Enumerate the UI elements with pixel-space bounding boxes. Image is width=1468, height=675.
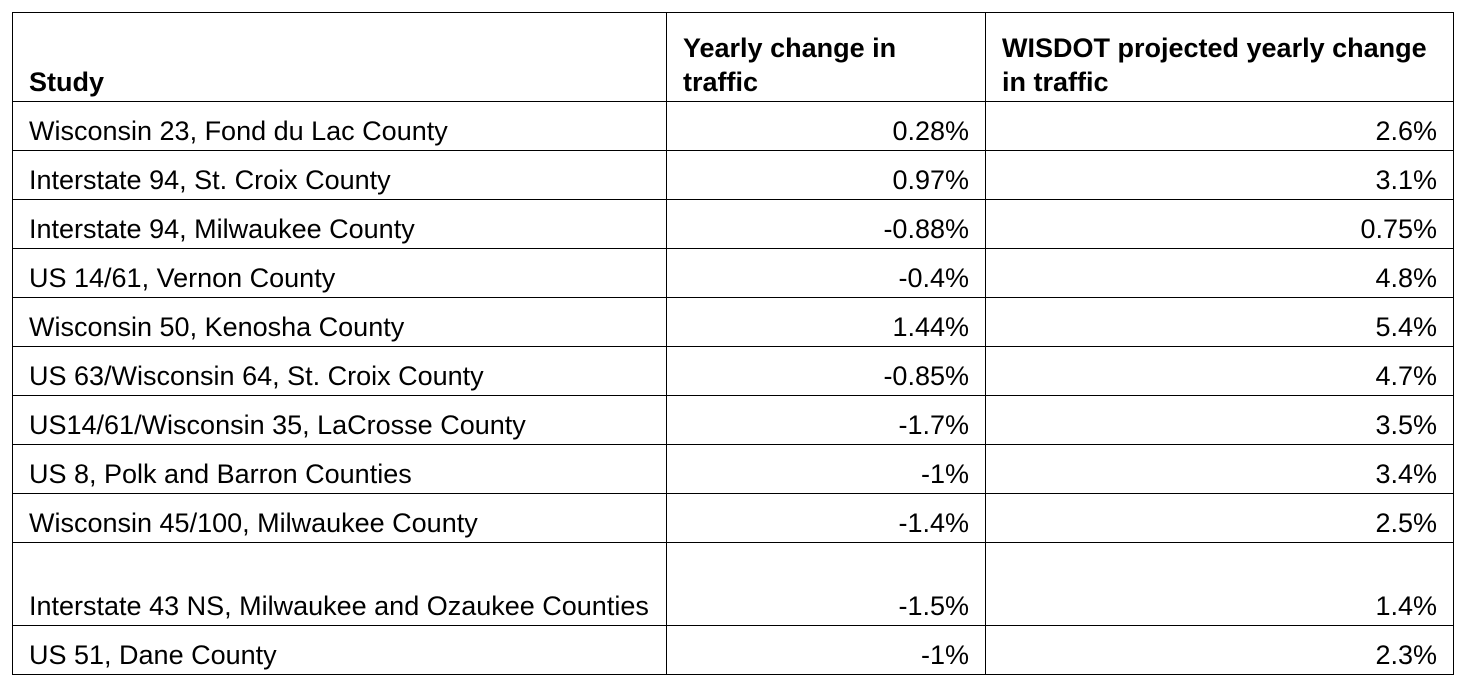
yearly-change-cell: -0.88%	[666, 199, 986, 249]
table-row: US 51, Dane County -1% 2.3%	[12, 625, 1454, 675]
projected-change-cell: 0.75%	[985, 199, 1454, 249]
projected-change-cell: 3.5%	[985, 395, 1454, 445]
study-cell: Wisconsin 45/100, Milwaukee County	[12, 493, 667, 543]
projected-change-cell: 2.5%	[985, 493, 1454, 543]
study-cell: Interstate 94, St. Croix County	[12, 150, 667, 200]
yearly-change-cell: 0.28%	[666, 101, 986, 151]
traffic-study-table: Study Yearly change in traffic WISDOT pr…	[12, 12, 1454, 675]
yearly-change-cell: -0.85%	[666, 346, 986, 396]
yearly-change-cell: -1.7%	[666, 395, 986, 445]
table-row: Wisconsin 45/100, Milwaukee County -1.4%…	[12, 493, 1454, 543]
header-row: Study Yearly change in traffic WISDOT pr…	[12, 12, 1454, 102]
study-cell: Wisconsin 50, Kenosha County	[12, 297, 667, 347]
table-row: US 63/Wisconsin 64, St. Croix County -0.…	[12, 346, 1454, 396]
yearly-change-cell: -1%	[666, 444, 986, 494]
table-header: Study Yearly change in traffic WISDOT pr…	[12, 12, 1454, 102]
yearly-change-cell: -0.4%	[666, 248, 986, 298]
study-cell: US 14/61, Vernon County	[12, 248, 667, 298]
table-row: Wisconsin 23, Fond du Lac County 0.28% 2…	[12, 101, 1454, 151]
table-row: US14/61/Wisconsin 35, LaCrosse County -1…	[12, 395, 1454, 445]
yearly-change-cell: -1.5%	[666, 542, 986, 626]
table-row: Interstate 94, St. Croix County 0.97% 3.…	[12, 150, 1454, 200]
table-row: Interstate 94, Milwaukee County -0.88% 0…	[12, 199, 1454, 249]
yearly-change-cell: -1.4%	[666, 493, 986, 543]
study-cell: US 8, Polk and Barron Counties	[12, 444, 667, 494]
study-cell: Interstate 43 NS, Milwaukee and Ozaukee …	[12, 542, 667, 626]
table-row: US 14/61, Vernon County -0.4% 4.8%	[12, 248, 1454, 298]
table-body: Wisconsin 23, Fond du Lac County 0.28% 2…	[12, 101, 1454, 675]
projected-change-cell: 5.4%	[985, 297, 1454, 347]
header-yearly-change: Yearly change in traffic	[666, 12, 986, 102]
projected-change-cell: 1.4%	[985, 542, 1454, 626]
study-cell: Wisconsin 23, Fond du Lac County	[12, 101, 667, 151]
projected-change-cell: 2.6%	[985, 101, 1454, 151]
study-cell: US 51, Dane County	[12, 625, 667, 675]
yearly-change-cell: -1%	[666, 625, 986, 675]
study-cell: US 63/Wisconsin 64, St. Croix County	[12, 346, 667, 396]
table-row: Wisconsin 50, Kenosha County 1.44% 5.4%	[12, 297, 1454, 347]
projected-change-cell: 4.7%	[985, 346, 1454, 396]
projected-change-cell: 3.1%	[985, 150, 1454, 200]
header-projected-change: WISDOT projected yearly change in traffi…	[985, 12, 1454, 102]
header-study: Study	[12, 12, 667, 102]
projected-change-cell: 4.8%	[985, 248, 1454, 298]
projected-change-cell: 2.3%	[985, 625, 1454, 675]
study-cell: Interstate 94, Milwaukee County	[12, 199, 667, 249]
yearly-change-cell: 1.44%	[666, 297, 986, 347]
yearly-change-cell: 0.97%	[666, 150, 986, 200]
table-row: US 8, Polk and Barron Counties -1% 3.4%	[12, 444, 1454, 494]
table-row: Interstate 43 NS, Milwaukee and Ozaukee …	[12, 542, 1454, 626]
study-cell: US14/61/Wisconsin 35, LaCrosse County	[12, 395, 667, 445]
projected-change-cell: 3.4%	[985, 444, 1454, 494]
